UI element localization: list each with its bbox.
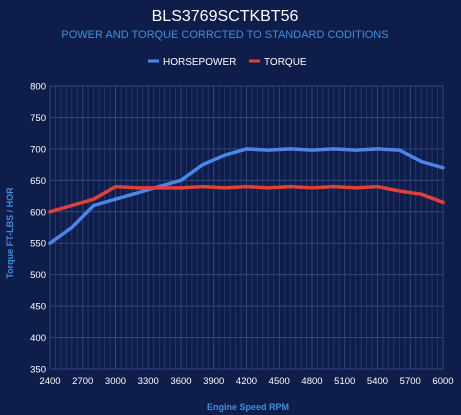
y-tick-label: 350 <box>30 365 46 376</box>
minor-gridlines <box>54 86 439 369</box>
y-tick-label: 400 <box>30 333 46 344</box>
x-tick-label: 3300 <box>138 376 159 387</box>
y-tick-label: 750 <box>30 113 46 124</box>
series-line-horsepower <box>48 147 445 245</box>
chart-title: BLS3769SCTKBT56 <box>152 8 299 25</box>
x-tick-label: 5100 <box>334 376 355 387</box>
y-tick-label: 450 <box>30 302 46 313</box>
y-axis-ticks: 350 400 450 500 550 600 650 700 750 800 <box>30 82 46 376</box>
legend-label-horsepower: HORSEPOWER <box>163 57 236 68</box>
x-axis-ticks: 2400 2700 3000 3300 3600 3900 4200 4500 4800 5100… <box>39 376 453 387</box>
chart-subtitle: POWER AND TORQUE CORRCTED TO STANDARD CO… <box>61 29 388 41</box>
y-axis-label: Torque FT-LBS / HOR <box>5 187 15 279</box>
legend: HORSEPOWER TORQUE <box>148 57 307 68</box>
x-tick-label: 4200 <box>236 376 257 387</box>
x-tick-label: 4500 <box>269 376 290 387</box>
y-tick-label: 650 <box>30 176 46 187</box>
x-tick-label: 3900 <box>203 376 224 387</box>
y-tick-label: 500 <box>30 270 46 281</box>
x-tick-label: 4800 <box>301 376 322 387</box>
series-layer <box>48 147 445 245</box>
y-tick-label: 550 <box>30 239 46 250</box>
legend-label-torque: TORQUE <box>264 57 307 68</box>
major-gridlines <box>49 85 444 370</box>
x-tick-label: 3600 <box>170 376 191 387</box>
x-tick-label: 5400 <box>367 376 388 387</box>
series-line-torque <box>48 184 445 214</box>
x-tick-label: 2400 <box>39 376 60 387</box>
legend-item-torque[interactable]: TORQUE <box>249 57 307 68</box>
x-tick-label: 2700 <box>72 376 93 387</box>
x-tick-label: 6000 <box>432 376 453 387</box>
y-tick-label: 600 <box>30 207 46 218</box>
y-tick-label: 700 <box>30 144 46 155</box>
x-tick-label: 5700 <box>400 376 421 387</box>
x-axis-label: Engine Speed RPM <box>207 402 289 412</box>
x-tick-label: 3000 <box>105 376 126 387</box>
legend-item-horsepower[interactable]: HORSEPOWER <box>148 57 236 68</box>
y-tick-label: 800 <box>30 82 46 93</box>
